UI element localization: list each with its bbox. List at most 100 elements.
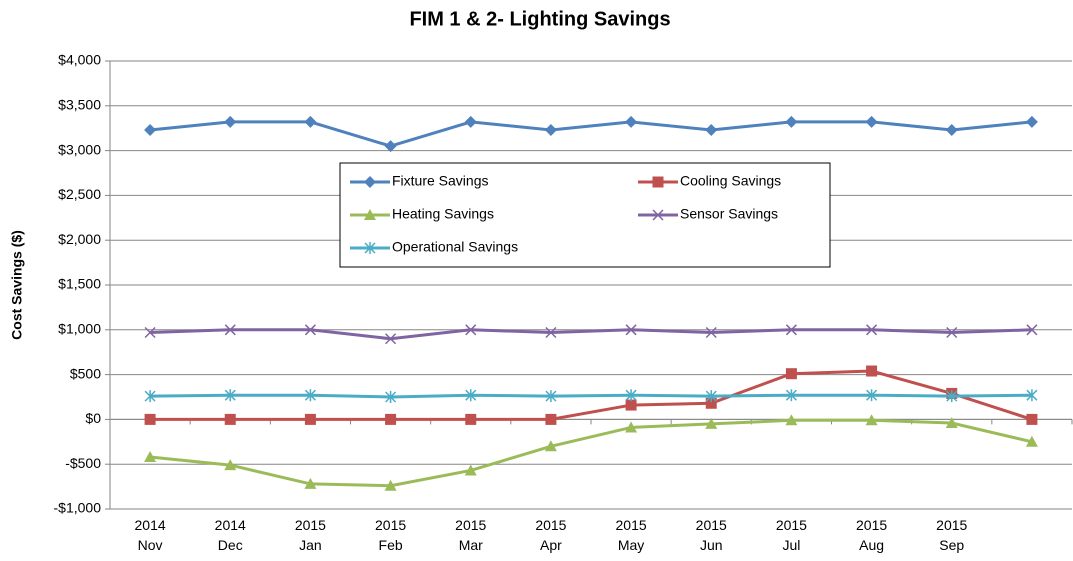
marker [705, 417, 718, 429]
marker [705, 123, 718, 136]
marker [705, 390, 717, 403]
series-line [149, 418, 1033, 488]
marker [544, 123, 557, 136]
marker [946, 326, 958, 339]
marker [1026, 413, 1038, 425]
y-tick-label: $500 [70, 365, 101, 381]
marker [224, 115, 237, 128]
marker [144, 451, 157, 463]
legend-label: Operational Savings [392, 239, 518, 255]
series-line [150, 393, 1032, 399]
marker [304, 389, 316, 402]
marker [945, 123, 958, 136]
marker [1026, 389, 1038, 402]
marker [705, 326, 717, 339]
marker [304, 115, 317, 128]
marker [384, 140, 397, 153]
marker [144, 390, 156, 403]
marker [465, 389, 477, 402]
legend-label: Cooling Savings [680, 173, 781, 189]
y-tick-label: $3,000 [58, 141, 101, 157]
x-tick-label: 2014 Dec [214, 517, 246, 553]
marker [544, 440, 557, 452]
x-tick-label: 2015 Jan [294, 517, 326, 553]
marker [865, 115, 878, 128]
marker [144, 413, 156, 425]
marker [464, 464, 477, 476]
marker [384, 479, 397, 491]
chart-title: FIM 1 & 2- Lighting Savings [409, 8, 670, 30]
marker [785, 414, 798, 426]
series-line [150, 328, 1032, 341]
marker [385, 391, 397, 403]
marker [625, 115, 638, 128]
marker [464, 115, 477, 128]
x-tick-label: 2014 Nov [134, 517, 166, 553]
marker [785, 115, 798, 128]
series-line [150, 369, 1033, 421]
y-tick-label: -$1,000 [54, 500, 102, 516]
y-tick-label: $0 [85, 410, 101, 426]
marker [785, 389, 797, 402]
y-tick-label: $4,000 [58, 52, 101, 68]
marker [545, 413, 557, 425]
marker [304, 477, 317, 489]
legend-box [339, 162, 831, 268]
marker [865, 414, 878, 426]
y-tick-label: $2,500 [58, 186, 101, 202]
marker [304, 324, 316, 336]
marker [652, 176, 664, 188]
marker [625, 399, 637, 411]
marker [465, 324, 477, 336]
marker [545, 326, 557, 339]
marker [304, 413, 316, 425]
marker [946, 390, 958, 403]
y-tick-label: $3,500 [58, 97, 101, 113]
marker [224, 389, 236, 402]
marker [866, 324, 878, 336]
x-tick-label: 2015 Aug [856, 517, 888, 553]
legend-label: Heating Savings [392, 206, 494, 222]
x-tick-label: 2015 Feb [375, 517, 407, 553]
marker [364, 242, 376, 254]
y-tick-label: $2,000 [58, 231, 101, 247]
marker [224, 324, 236, 336]
marker [625, 421, 638, 433]
marker [866, 389, 878, 402]
marker [385, 333, 397, 345]
marker [364, 209, 376, 220]
y-tick-label: $1,000 [58, 321, 101, 337]
marker [625, 389, 637, 402]
marker [625, 324, 637, 336]
marker [1025, 115, 1038, 128]
x-tick-label: 2015 Apr [535, 517, 567, 553]
x-tick-label: 2015 May [615, 517, 647, 553]
x-tick-label: 2015 Sep [936, 517, 968, 553]
marker [705, 397, 717, 409]
marker [385, 413, 397, 425]
y-axis-title: Cost Savings ($) [9, 230, 25, 340]
marker [785, 324, 797, 336]
marker [1025, 435, 1038, 447]
marker [224, 459, 237, 471]
series-line [149, 120, 1033, 148]
y-tick-label: $1,500 [58, 276, 101, 292]
marker [866, 365, 878, 377]
marker [224, 413, 236, 425]
x-tick-label: 2015 Mar [455, 517, 487, 553]
x-tick-label: 2015 Jul [775, 517, 807, 553]
marker [1026, 324, 1038, 336]
marker [785, 368, 797, 380]
x-tick-label: 2015 Jun [695, 517, 727, 553]
marker [652, 209, 664, 221]
marker [144, 123, 157, 136]
y-tick-label: -$500 [65, 455, 101, 471]
legend-label: Fixture Savings [392, 173, 488, 189]
marker [945, 416, 958, 428]
marker [144, 326, 156, 339]
marker [545, 390, 557, 403]
legend-label: Sensor Savings [680, 206, 778, 222]
marker [364, 176, 376, 188]
